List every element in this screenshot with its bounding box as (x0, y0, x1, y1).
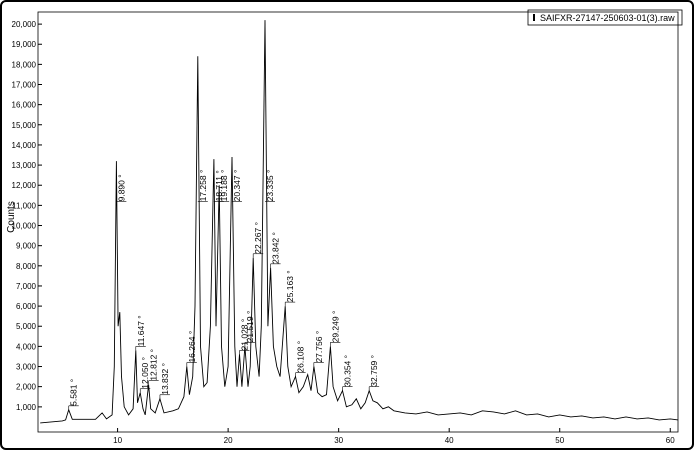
y-tick-label: 17,000 (12, 81, 37, 90)
peak-label: 21.519 ° (245, 311, 255, 343)
y-tick-label: 15,000 (12, 121, 37, 130)
peak-label: 27.756 ° (314, 331, 324, 363)
peak-label: 18.711 ° (214, 170, 224, 201)
peak-label: 16.264 ° (187, 331, 197, 363)
peak-label: 23.335 ° (265, 170, 275, 202)
y-tick-label: 2,000 (16, 383, 37, 392)
y-tick-label: 6,000 (16, 302, 37, 311)
peak-label: 29.249 ° (330, 311, 340, 343)
y-tick-label: 8,000 (16, 262, 37, 271)
y-tick-label: 13,000 (12, 161, 37, 170)
x-tick-label: 30 (334, 436, 343, 445)
x-tick-label: 50 (555, 436, 564, 445)
peak-label: 19.188 ° (219, 170, 229, 202)
peak-label: 21.028 ° (239, 319, 249, 351)
peak-label: 26.108 ° (296, 341, 306, 373)
peak-label: 17.258 ° (198, 170, 208, 202)
peak-label: 20.347 ° (232, 170, 242, 202)
peak-label: 12.050 ° (140, 357, 150, 389)
x-tick-label: 10 (113, 436, 122, 445)
y-tick-label: 5,000 (16, 322, 37, 331)
peak-label: 32.759 ° (369, 355, 379, 387)
peak-label: 22.267 ° (253, 222, 263, 254)
plot-area (37, 11, 679, 433)
xrd-trace (40, 20, 679, 424)
y-tick-label: 1,000 (16, 403, 37, 412)
y-tick-label: 14,000 (12, 141, 37, 150)
y-tick-label: 7,000 (16, 282, 37, 291)
legend-box (527, 9, 683, 26)
y-tick-label: 9,000 (16, 242, 37, 251)
y-tick-label: 11,000 (12, 201, 36, 210)
x-tick-label: 60 (666, 436, 675, 445)
legend-label: SAIFXR-27147-250603-01(3).raw (540, 13, 675, 23)
peak-label: 12.812 ° (149, 349, 159, 381)
peak-label: 23.842 ° (271, 232, 281, 264)
peak-label: 11.647 ° (136, 315, 146, 346)
y-tick-label: 12,000 (12, 181, 37, 190)
y-tick-label: 18,000 (12, 60, 37, 69)
x-tick-label: 20 (224, 436, 233, 445)
peak-label: 30.354 ° (343, 355, 353, 387)
y-tick-label: 19,000 (12, 40, 37, 49)
y-tick-label: 3,000 (16, 363, 37, 372)
y-tick-label: 20,000 (12, 20, 37, 29)
peak-label: 9.890 ° (116, 174, 126, 201)
y-tick-label: 10,000 (12, 222, 37, 231)
y-tick-label: 16,000 (12, 101, 37, 110)
y-tick-label: 4,000 (16, 342, 37, 351)
x-tick-label: 40 (445, 436, 454, 445)
y-axis-label: Counts (6, 201, 17, 233)
peak-label: 13.832 ° (160, 363, 170, 395)
peak-label: 5.581 ° (69, 379, 79, 406)
peak-label: 25.163 ° (285, 270, 295, 302)
